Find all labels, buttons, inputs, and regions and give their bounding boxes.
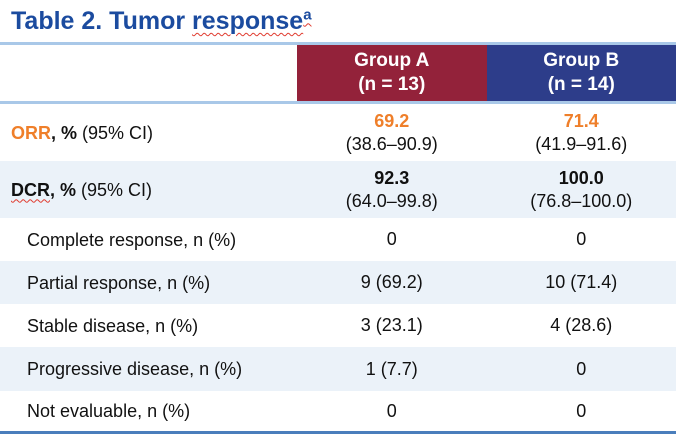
orr-ci-b: (41.9–91.6) bbox=[535, 133, 628, 154]
row-label: Progressive disease, n (%) bbox=[27, 359, 243, 379]
header-spacer-cell bbox=[0, 45, 297, 101]
bottom-rule bbox=[0, 431, 676, 434]
row-label: Complete response, n (%) bbox=[27, 229, 237, 250]
group-b-value-cell: 0 bbox=[576, 400, 587, 421]
footnote-marker: a bbox=[303, 6, 312, 24]
row-label: Stable disease, n (%) bbox=[27, 315, 199, 336]
title-misspelled-word: response bbox=[192, 7, 304, 35]
dcr-value-a: 92.3 bbox=[374, 167, 410, 188]
group-a-value-cell: 0 bbox=[386, 229, 397, 249]
table-header-row: Group A (n = 13) Group B (n = 14) bbox=[0, 45, 676, 101]
dcr-ci-b: (76.8–100.0) bbox=[530, 190, 633, 211]
title-text: Table 2. Tumor bbox=[11, 7, 193, 35]
group-b-value-cell: 100.0 (76.8–100.0) bbox=[487, 167, 677, 213]
row-label: Not evaluable, n (%) bbox=[27, 401, 191, 421]
group-b-value-cell: 0 bbox=[576, 229, 587, 249]
dcr-unit: , % bbox=[50, 179, 77, 200]
dcr-ci-note: (95% CI) bbox=[76, 179, 153, 200]
row-orr: ORR, % (95% CI) 69.2 (38.6–90.9) 71.4 (4… bbox=[0, 104, 676, 161]
row-label: ORR, % (95% CI) bbox=[0, 122, 297, 144]
row-complete-response: Complete response, n (%) 0 0 bbox=[0, 218, 676, 261]
orr-unit: , % bbox=[51, 122, 78, 143]
dcr-value-b: 100.0 bbox=[558, 167, 604, 188]
orr-ci-note: (95% CI) bbox=[77, 122, 154, 143]
group-b-n: (n = 14) bbox=[547, 74, 615, 95]
orr-ci-a: (38.6–90.9) bbox=[345, 133, 438, 154]
header-bottom-rule bbox=[0, 101, 676, 104]
group-a-value-cell: 3 (23.1) bbox=[360, 315, 423, 335]
group-b-value-cell: 71.4 (41.9–91.6) bbox=[487, 110, 677, 156]
group-a-value-cell: 92.3 (64.0–99.8) bbox=[297, 167, 487, 213]
column-header-group-a: Group A (n = 13) bbox=[297, 45, 487, 101]
group-a-name: Group A bbox=[354, 50, 430, 71]
orr-abbrev: ORR bbox=[11, 122, 51, 143]
group-b-name: Group B bbox=[543, 50, 620, 71]
group-b-value-cell: 10 (71.4) bbox=[545, 272, 618, 292]
group-a-value-cell: 0 bbox=[386, 400, 397, 421]
group-a-value-cell: 69.2 (38.6–90.9) bbox=[297, 110, 487, 156]
orr-value-a: 69.2 bbox=[374, 110, 410, 131]
table-title: Table 2. Tumor responsea bbox=[11, 6, 696, 36]
orr-value-b: 71.4 bbox=[563, 110, 599, 131]
row-not-evaluable: Not evaluable, n (%) 0 0 bbox=[0, 391, 676, 431]
group-a-value-cell: 1 (7.7) bbox=[365, 358, 418, 379]
row-label: Partial response, n (%) bbox=[27, 272, 211, 293]
dcr-ci-a: (64.0–99.8) bbox=[345, 190, 438, 211]
title-area: Table 2. Tumor responsea bbox=[0, 0, 696, 42]
row-partial-response: Partial response, n (%) 9 (69.2) 10 (71.… bbox=[0, 261, 676, 304]
column-header-group-b: Group B (n = 14) bbox=[486, 45, 676, 101]
group-a-n: (n = 13) bbox=[358, 74, 426, 95]
row-stable-disease: Stable disease, n (%) 3 (23.1) 4 (28.6) bbox=[0, 304, 676, 347]
row-label: DCR, % (95% CI) bbox=[0, 179, 297, 201]
row-progressive-disease: Progressive disease, n (%) 1 (7.7) 0 bbox=[0, 347, 676, 391]
group-b-value-cell: 4 (28.6) bbox=[550, 315, 613, 335]
group-a-value-cell: 9 (69.2) bbox=[360, 272, 423, 292]
dcr-abbrev: DCR bbox=[11, 179, 50, 200]
row-dcr: DCR, % (95% CI) 92.3 (64.0–99.8) 100.0 (… bbox=[0, 161, 676, 218]
tumor-response-table: Group A (n = 13) Group B (n = 14) ORR, %… bbox=[0, 42, 676, 434]
top-rule bbox=[0, 42, 676, 45]
group-b-value-cell: 0 bbox=[576, 358, 587, 379]
